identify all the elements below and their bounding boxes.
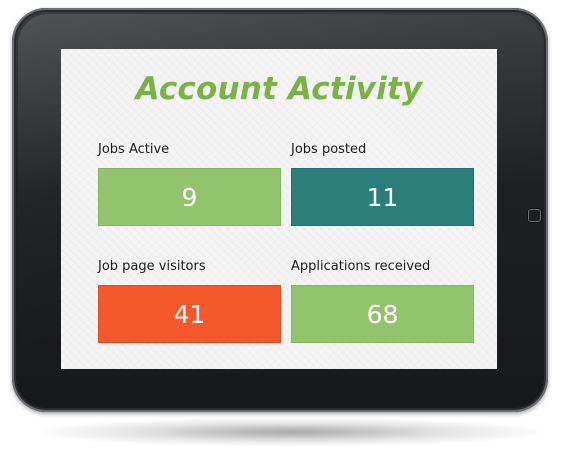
device-shadow bbox=[40, 418, 540, 446]
applications-received-label: Applications received bbox=[291, 259, 431, 274]
applications-received-value: 68 bbox=[366, 299, 399, 329]
jobs-posted-label: Jobs posted bbox=[291, 142, 367, 157]
applications-received-card[interactable]: 68 bbox=[291, 285, 474, 343]
job-page-visitors-card[interactable]: 41 bbox=[98, 285, 281, 343]
jobs-posted-card[interactable]: 11 bbox=[291, 168, 474, 226]
page-title: Account Activity bbox=[135, 71, 423, 107]
jobs-active-value: 9 bbox=[181, 182, 198, 212]
job-page-visitors-label: Job page visitors bbox=[98, 259, 206, 274]
job-page-visitors-value: 41 bbox=[173, 299, 206, 329]
jobs-active-card[interactable]: 9 bbox=[98, 168, 281, 226]
jobs-active-label: Jobs Active bbox=[98, 142, 170, 157]
home-button-icon[interactable] bbox=[528, 209, 541, 222]
jobs-posted-value: 11 bbox=[366, 182, 399, 212]
tablet-screen: Account Activity Jobs Active 9 Jobs post… bbox=[61, 49, 497, 369]
